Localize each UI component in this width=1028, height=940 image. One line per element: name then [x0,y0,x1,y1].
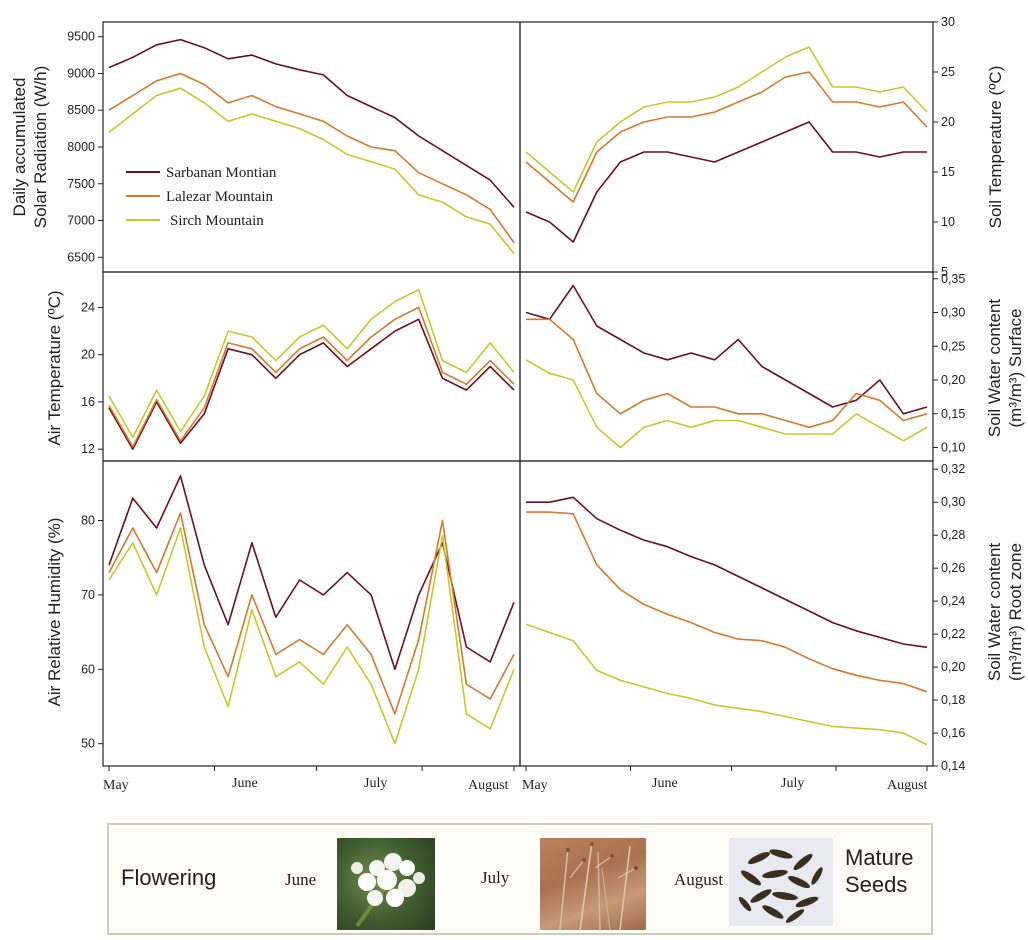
y-tick-label: 9500 [67,30,95,44]
y-tick-label: 12 [81,442,95,456]
series-line-lalezar [108,512,515,715]
tick-layer: 6500 7000 7500 8000 8500 9000 9500 5 10 15 20 25 30 1… [67,15,965,773]
y-tick-label: 30 [941,15,955,29]
stage-mature-seeds-line1: Mature [845,845,914,870]
stage-flowering: Flowering [121,865,217,890]
y-tick-label: 7500 [67,177,95,191]
plot-layer [108,38,928,746]
caption-july: July [481,868,510,887]
legend-label-sarbanan: Sarbanan Montian [166,165,277,181]
month-label-left-august: August [468,778,509,793]
panel-soiltemp-frame [519,21,934,273]
y-tick-label: 80 [81,514,95,528]
y-tick-label: 70 [81,588,95,602]
caption-august: August [674,870,724,889]
y-tick-label: 20 [941,115,955,129]
y-tick-label: 8000 [67,140,95,154]
series-line-sarbanan [108,475,515,671]
y-tick-label: 5 [941,265,948,279]
y-tick-label: 20 [81,348,95,362]
series-line-sarbanan [526,496,928,649]
series-line-lalezar [526,318,928,429]
series-line-sarbanan [525,284,928,415]
flower-icon [351,853,425,928]
y-tick-label: 0,32 [941,462,965,476]
y-tick-label: 7000 [67,214,95,228]
month-label-left-june: June [232,776,258,791]
caption-june: June [285,870,317,889]
y-tick-label: 9000 [67,66,95,80]
y-tick-label: 50 [81,737,95,751]
y-tick-label: 8500 [67,103,95,117]
series-line-lalezar [108,306,515,448]
y-tick-label: 0,30 [941,306,965,320]
y-tick-label: 15 [941,165,955,179]
y-tick-label: 0,15 [941,407,965,421]
dry-grass-icon [559,841,638,930]
phenology-panel: Flowering June July [107,823,933,935]
series-line-sarbanan [108,38,515,208]
series-line-sirch [108,527,515,745]
y-tick-label: 0,10 [941,441,965,455]
series-line-sirch [108,87,515,255]
y-tick-label: 25 [941,65,955,79]
month-label-left-may: May [103,778,129,793]
dry-plant-photo [540,838,646,930]
series-line-sirch [108,288,515,439]
y-tick-label: 0,26 [941,561,965,575]
y-tick-label: 24 [81,300,95,314]
soiltemp-ylabel: Soil Temperature (ºC) [986,66,1005,229]
y-tick-label: 60 [81,662,95,676]
y-tick-label: 0,35 [941,272,965,286]
series-line-lalezar [525,71,928,203]
swc-surface-ylabel-line1: Soil Water content [985,299,1004,438]
series-line-lalezar [108,72,515,244]
stage-mature-seeds-line2: Seeds [845,872,908,897]
y-tick-label: 0,16 [941,726,965,740]
y-tick-label: 6500 [67,250,95,264]
rh-ylabel: Air Relative Humidity (%) [45,518,64,707]
airtemp-ylabel: Air Temperature (ºC) [45,290,64,445]
y-tick-label: 0,20 [941,373,965,387]
swc-root-ylabel-line1: Soil Water content [985,543,1004,682]
series-line-sirch [525,46,928,193]
series-line-lalezar [526,511,928,693]
y-tick-label: 0,18 [941,693,965,707]
series-line-sirch [525,359,928,449]
legend-label-sirch: Sirch Mountain [170,213,264,229]
panel-swc-root-frame [519,460,934,767]
y-tick-label: 0,30 [941,495,965,509]
month-label-right-july: July [781,776,804,791]
solar-ylabel-line2: Solar Radiation (W/h) [31,66,50,229]
legend: Sarbanan Montian Lalezar Mountain Sirch … [126,165,277,229]
seeds-icon [738,849,823,923]
y-tick-label: 0,24 [941,594,965,608]
y-tick-label: 0,25 [941,339,965,353]
series-line-sarbanan [525,121,927,243]
series-line-sirch [525,623,928,746]
series-line-sarbanan [108,318,515,451]
swc-surface-ylabel-line2: (m³/m³) Surface [1006,309,1025,428]
flowering-photo [337,838,435,930]
panel-solar-frame [102,21,521,273]
y-tick-label: 0,14 [941,759,965,773]
y-tick-label: 0,28 [941,528,965,542]
y-tick-label: 16 [81,395,95,409]
y-tick-label: 0,20 [941,660,965,674]
y-tick-label: 0,22 [941,627,965,641]
panel-airtemp-frame [102,271,521,462]
y-tick-label: 10 [941,215,955,229]
month-label-left-july: July [364,776,387,791]
month-label-right-august: August [887,778,928,793]
legend-label-lalezar: Lalezar Mountain [166,189,274,205]
swc-root-ylabel-line2: (m³/m³) Root zone [1006,543,1025,681]
month-label-right-may: May [522,778,548,793]
month-label-right-june: June [652,776,678,791]
seeds-photo [729,838,833,926]
solar-ylabel-line1: Daily accumulated [10,78,29,217]
